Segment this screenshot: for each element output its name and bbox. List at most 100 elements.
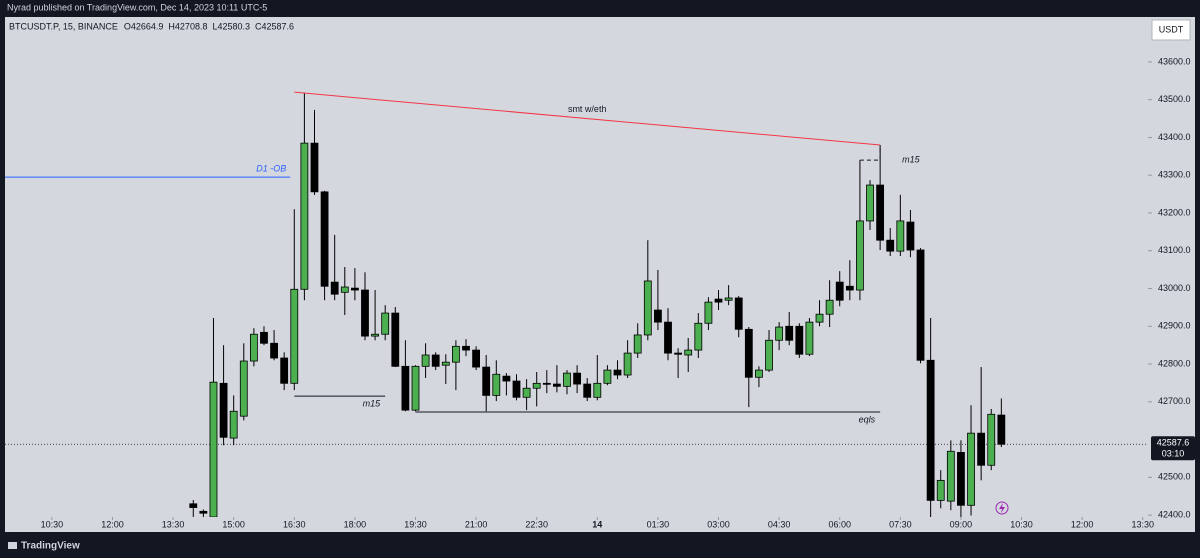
- candle-body: [795, 325, 804, 355]
- chart-background: [5, 17, 1195, 532]
- candle-body: [189, 503, 198, 508]
- candle-body: [199, 510, 208, 514]
- candle-body: [593, 382, 602, 398]
- candle-body: [714, 298, 723, 303]
- x-tick-label: 06:00: [828, 519, 851, 529]
- x-tick-label: 21:00: [465, 519, 488, 529]
- candle-body: [361, 289, 369, 337]
- y-tick-label: 43100.0: [1158, 245, 1191, 255]
- candle-body: [381, 312, 390, 335]
- x-tick-label: 16:30: [283, 519, 306, 529]
- candle-body: [694, 322, 703, 351]
- x-tick-label: 10:30: [1010, 519, 1033, 529]
- candle-body: [623, 352, 632, 376]
- candle-body: [421, 354, 430, 367]
- candle-body: [987, 413, 996, 466]
- x-tick-label: 22:30: [525, 519, 548, 529]
- candle-body: [431, 354, 440, 367]
- candle-body: [563, 372, 571, 387]
- x-tick-label: 01:30: [647, 519, 670, 529]
- x-tick-label: 07:30: [889, 519, 912, 529]
- candle-body: [411, 365, 420, 411]
- candle-body: [997, 414, 1006, 445]
- annotation-line: [294, 91, 881, 146]
- footer-logo: [8, 542, 17, 549]
- candle-body: [896, 220, 905, 252]
- candle-body: [482, 366, 491, 396]
- candle-body: [664, 321, 672, 354]
- candle-body: [765, 339, 773, 371]
- annotation-label: D1 -OB: [256, 163, 286, 173]
- annotation-label: smt w/eth: [568, 104, 607, 114]
- candle-body: [755, 369, 763, 378]
- x-tick-label: 18:00: [344, 519, 367, 529]
- candle-body: [280, 357, 289, 384]
- candle-body: [451, 345, 460, 363]
- candle-body: [553, 383, 561, 387]
- candle-body: [462, 345, 470, 351]
- x-tick-label: 12:00: [1071, 519, 1094, 529]
- candle-body: [512, 380, 521, 398]
- y-tick-label: 43300.0: [1158, 170, 1191, 180]
- currency[interactable]: USDT: [1159, 24, 1184, 34]
- candle-body: [209, 381, 218, 517]
- candle-body: [239, 360, 248, 417]
- candle-body: [350, 287, 359, 291]
- ohlc-value: H42708.8: [168, 21, 207, 31]
- symbol: BTCUSDT.P, 15, BINANCE: [9, 21, 118, 31]
- candle-body: [775, 326, 784, 341]
- candle-body: [260, 331, 268, 344]
- candle-body: [704, 301, 713, 324]
- candle-body: [977, 432, 986, 466]
- candle-body: [825, 299, 834, 315]
- x-tick-label: 04:30: [768, 519, 791, 529]
- candle-body: [532, 382, 541, 389]
- candle-body: [926, 359, 935, 501]
- candle-body: [957, 452, 965, 506]
- annotation-label: m15: [902, 155, 921, 165]
- publisher: Nyrad published on TradingView.com, Dec …: [7, 2, 267, 12]
- price-tag: [1151, 436, 1195, 461]
- x-tick-label: 03:00: [707, 519, 730, 529]
- candle-body: [340, 286, 349, 293]
- currency-box[interactable]: [1151, 19, 1191, 41]
- plot-area: [5, 91, 1148, 517]
- y-tick-label: 43400.0: [1158, 132, 1191, 142]
- candle-body: [613, 369, 622, 376]
- candle-body: [371, 333, 379, 337]
- candle-body: [805, 321, 814, 355]
- candle-body: [522, 387, 531, 398]
- candle-body: [300, 142, 309, 290]
- candle-body: [916, 249, 925, 361]
- x-tick-label: 12:00: [101, 519, 124, 529]
- candle-body: [502, 375, 511, 382]
- y-tick-label: 42400.0: [1158, 509, 1191, 519]
- candle-body: [674, 352, 683, 355]
- y-tick-label: 43600.0: [1158, 56, 1191, 66]
- candle-body: [219, 382, 228, 438]
- y-tick-label: 43000.0: [1158, 283, 1191, 293]
- candle-body: [967, 432, 975, 506]
- candle-body: [815, 313, 824, 323]
- x-tick-label: 13:30: [162, 519, 185, 529]
- x-tick-label: 10:30: [41, 519, 64, 529]
- candle-body: [906, 221, 915, 251]
- y-tick-label: 42900.0: [1158, 321, 1191, 331]
- candle-body: [734, 297, 743, 330]
- candle-body: [330, 281, 339, 295]
- candle-body: [856, 220, 864, 291]
- annotation-label: m15: [363, 399, 382, 409]
- ohlc-value: L42580.3: [212, 21, 250, 31]
- candle-body: [573, 372, 582, 385]
- candle-body: [441, 361, 450, 366]
- x-tick-label: 19:30: [404, 519, 427, 529]
- candle-body: [876, 184, 885, 241]
- candle-body: [249, 333, 258, 362]
- y-tick-label: 43200.0: [1158, 207, 1191, 217]
- annotation-line: [859, 145, 881, 161]
- y-tick-label: 42800.0: [1158, 358, 1191, 368]
- y-tick-label: 42500.0: [1158, 472, 1191, 482]
- y-tick-label: 42700.0: [1158, 396, 1191, 406]
- y-tick-label: 43500.0: [1158, 94, 1191, 104]
- candle-body: [654, 309, 662, 323]
